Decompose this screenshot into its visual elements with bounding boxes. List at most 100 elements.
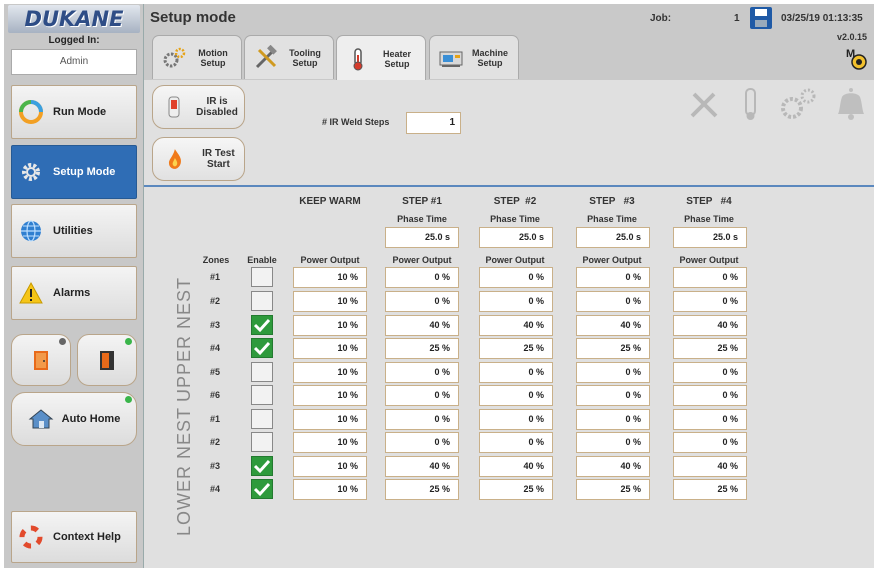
power-output-input-step-2[interactable]: 0 %	[479, 267, 553, 288]
power-output-input-step-1[interactable]: 0 %	[385, 362, 459, 383]
power-output-input-step-2[interactable]: 25 %	[479, 338, 553, 359]
gears-status-icon	[781, 88, 816, 119]
power-output-input-step-2[interactable]: 0 %	[479, 362, 553, 383]
auto-home-status-dot	[125, 396, 132, 403]
tab-heater-setup[interactable]: Heater Setup	[336, 35, 426, 81]
zone-label: #6	[209, 390, 220, 400]
globe-icon	[19, 219, 43, 243]
power-output-input-step-2[interactable]: 25 %	[479, 479, 553, 500]
alarms-button[interactable]: Alarms	[11, 266, 137, 320]
keep-warm-input[interactable]: 10 %	[293, 291, 367, 312]
keep-warm-input[interactable]: 10 %	[293, 385, 367, 406]
tab-tooling-setup-label: Tooling Setup	[289, 47, 321, 68]
run-mode-button[interactable]: Run Mode	[11, 85, 137, 139]
power-output-input-step-4[interactable]: 25 %	[673, 338, 747, 359]
zone-enable-checkbox[interactable]	[251, 456, 273, 476]
power-output-input-step-3[interactable]: 0 %	[576, 409, 650, 430]
power-output-input-step-3[interactable]: 0 %	[576, 385, 650, 406]
tab-tooling-setup[interactable]: Tooling Setup	[244, 35, 334, 79]
ir-weld-steps-input[interactable]: 1	[406, 112, 461, 134]
power-output-input-step-1[interactable]: 0 %	[385, 291, 459, 312]
auto-home-button[interactable]: Auto Home	[11, 392, 137, 446]
power-output-header: Power Output	[582, 255, 642, 265]
tab-motion-setup-label: Motion Setup	[198, 47, 228, 68]
power-output-input-step-4[interactable]: 0 %	[673, 291, 747, 312]
keep-warm-input[interactable]: 10 %	[293, 456, 367, 477]
power-output-input-step-4[interactable]: 40 %	[673, 456, 747, 477]
setup-mode-button[interactable]: Setup Mode	[11, 145, 137, 199]
power-output-input-step-1[interactable]: 0 %	[385, 385, 459, 406]
tools-status-icon	[690, 92, 718, 118]
zone-enable-checkbox[interactable]	[251, 432, 273, 452]
zone-enable-checkbox[interactable]	[251, 385, 273, 405]
power-output-input-step-4[interactable]: 0 %	[673, 409, 747, 430]
logged-in-label: Logged In:	[48, 35, 100, 46]
checkmark-icon	[253, 459, 271, 474]
power-output-input-step-2[interactable]: 0 %	[479, 385, 553, 406]
phase-time-input-step-3[interactable]: 25.0 s	[576, 227, 650, 248]
power-output-input-step-2[interactable]: 0 %	[479, 291, 553, 312]
power-output-input-step-3[interactable]: 25 %	[576, 338, 650, 359]
power-output-input-step-1[interactable]: 25 %	[385, 479, 459, 500]
power-output-input-step-4[interactable]: 40 %	[673, 315, 747, 336]
power-output-input-step-3[interactable]: 0 %	[576, 362, 650, 383]
power-output-input-step-3[interactable]: 0 %	[576, 291, 650, 312]
phase-time-label: Phase Time	[397, 214, 447, 224]
sidebar: DUKANE Logged In: Admin Run Mode Setup M…	[4, 4, 144, 568]
keep-warm-input[interactable]: 10 %	[293, 432, 367, 453]
power-output-input-step-4[interactable]: 0 %	[673, 432, 747, 453]
ir-test-start-label: IR Test Start	[202, 148, 235, 170]
keep-warm-input[interactable]: 10 %	[293, 315, 367, 336]
power-output-input-step-1[interactable]: 0 %	[385, 267, 459, 288]
power-output-input-step-4[interactable]: 25 %	[673, 479, 747, 500]
context-help-button[interactable]: Context Help	[11, 511, 137, 563]
power-output-input-step-1[interactable]: 40 %	[385, 456, 459, 477]
zone-enable-checkbox[interactable]	[251, 291, 273, 311]
zone-enable-checkbox[interactable]	[251, 267, 273, 287]
zone-enable-checkbox[interactable]	[251, 362, 273, 382]
door-closed-button[interactable]	[77, 334, 137, 386]
zone-enable-checkbox[interactable]	[251, 338, 273, 358]
power-output-input-step-1[interactable]: 0 %	[385, 409, 459, 430]
power-output-header: Power Output	[679, 255, 739, 265]
upper-nest-label: UPPER NEST	[174, 276, 194, 402]
door-open-button[interactable]	[11, 334, 71, 386]
current-user-field[interactable]: Admin	[11, 49, 137, 75]
zone-enable-checkbox[interactable]	[251, 409, 273, 429]
dukane-logo: DUKANE	[8, 5, 140, 33]
save-icon[interactable]	[750, 7, 772, 29]
zones-header: Zones	[202, 255, 230, 265]
power-output-input-step-1[interactable]: 25 %	[385, 338, 459, 359]
keep-warm-input[interactable]: 10 %	[293, 479, 367, 500]
ir-test-start-button[interactable]: IR Test Start	[152, 137, 245, 181]
tab-motion-setup[interactable]: Motion Setup	[152, 35, 242, 79]
keep-warm-input[interactable]: 10 %	[293, 409, 367, 430]
keep-warm-input[interactable]: 10 %	[293, 338, 367, 359]
phase-time-input-step-2[interactable]: 25.0 s	[479, 227, 553, 248]
power-output-input-step-4[interactable]: 0 %	[673, 362, 747, 383]
zone-enable-checkbox[interactable]	[251, 479, 273, 499]
power-output-input-step-2[interactable]: 40 %	[479, 456, 553, 477]
power-output-input-step-2[interactable]: 0 %	[479, 432, 553, 453]
power-output-input-step-4[interactable]: 0 %	[673, 267, 747, 288]
power-output-input-step-1[interactable]: 0 %	[385, 432, 459, 453]
power-output-input-step-3[interactable]: 0 %	[576, 267, 650, 288]
power-output-input-step-2[interactable]: 0 %	[479, 409, 553, 430]
keep-warm-input[interactable]: 10 %	[293, 362, 367, 383]
power-output-input-step-3[interactable]: 40 %	[576, 315, 650, 336]
zone-label: #3	[209, 461, 220, 471]
utilities-button[interactable]: Utilities	[11, 204, 137, 258]
phase-time-input-step-4[interactable]: 25.0 s	[673, 227, 747, 248]
power-output-input-step-3[interactable]: 25 %	[576, 479, 650, 500]
ir-disabled-button[interactable]: IR is Disabled	[152, 85, 245, 129]
power-output-input-step-1[interactable]: 40 %	[385, 315, 459, 336]
power-output-input-step-2[interactable]: 40 %	[479, 315, 553, 336]
zone-enable-checkbox[interactable]	[251, 315, 273, 335]
power-output-input-step-3[interactable]: 0 %	[576, 432, 650, 453]
power-output-input-step-4[interactable]: 0 %	[673, 385, 747, 406]
keep-warm-header: KEEP WARM	[299, 196, 361, 207]
phase-time-input-step-1[interactable]: 25.0 s	[385, 227, 459, 248]
keep-warm-input[interactable]: 10 %	[293, 267, 367, 288]
power-output-input-step-3[interactable]: 40 %	[576, 456, 650, 477]
tab-machine-setup[interactable]: Machine Setup	[429, 35, 519, 79]
